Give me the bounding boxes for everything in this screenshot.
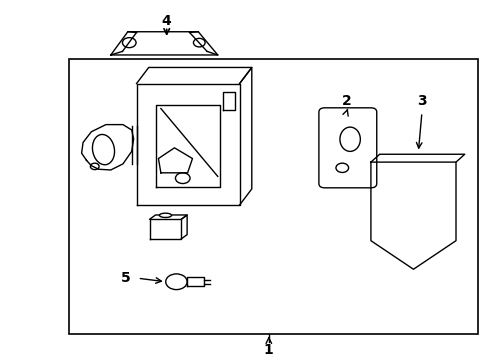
Bar [69,59,477,334]
Text: 2: 2 [341,94,351,108]
FancyBboxPatch shape [318,108,376,188]
Text: 1: 1 [264,343,273,357]
Text: 5: 5 [120,271,130,285]
Ellipse shape [92,135,114,165]
Ellipse shape [159,213,171,217]
Text: 4: 4 [162,14,171,28]
Ellipse shape [339,127,360,152]
Text: 3: 3 [416,94,426,108]
